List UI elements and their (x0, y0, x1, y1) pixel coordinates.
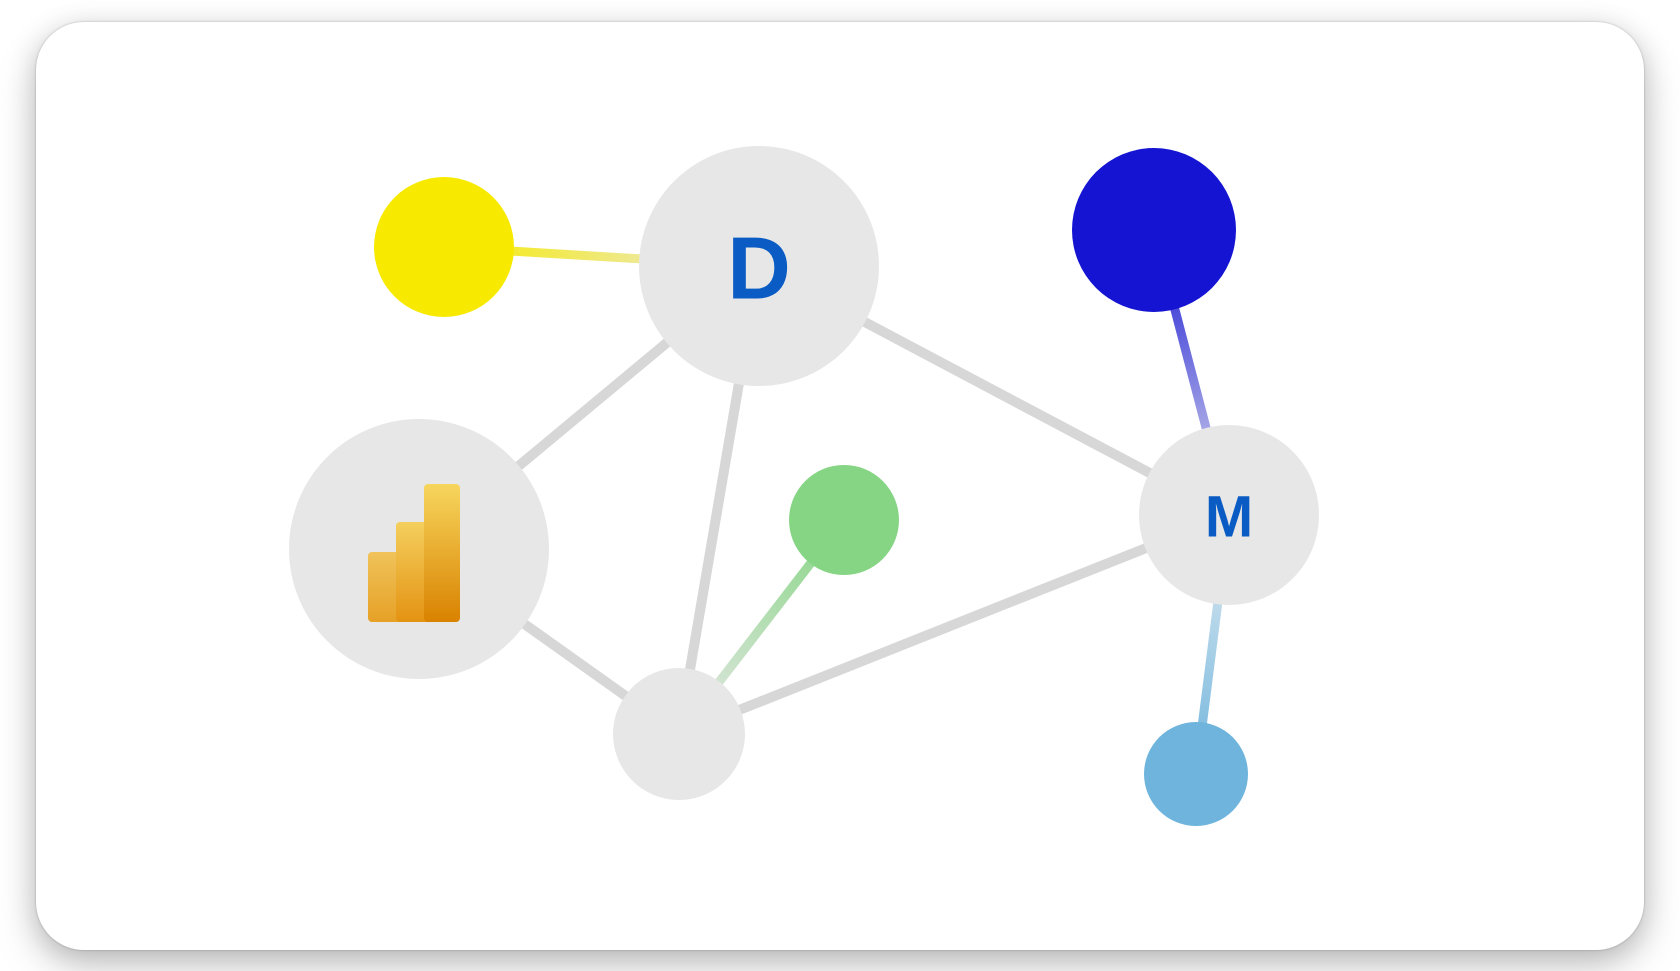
node-M: M (1139, 425, 1319, 605)
node-D-label: D (727, 219, 791, 318)
node-yellow (374, 177, 514, 317)
node-lightblue (1144, 722, 1248, 826)
powerbi-bar-2 (424, 484, 460, 622)
node-blue (1072, 148, 1236, 312)
node-hub (613, 668, 745, 800)
node-D: D (639, 146, 879, 386)
node-green (789, 465, 899, 575)
network-graph: DM (36, 22, 1644, 950)
diagram-card: DM (36, 22, 1644, 950)
node-powerbi (289, 419, 549, 679)
nodes-group: DM (289, 146, 1319, 826)
node-M-label: M (1205, 485, 1253, 550)
